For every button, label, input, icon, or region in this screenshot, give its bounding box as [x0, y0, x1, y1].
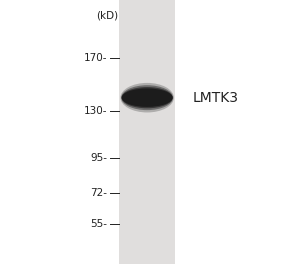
Text: 95-: 95- [91, 153, 108, 163]
Text: 130-: 130- [84, 106, 108, 116]
Text: LMTK3: LMTK3 [192, 91, 239, 105]
Text: 170-: 170- [84, 53, 108, 63]
Ellipse shape [120, 83, 174, 112]
Text: (kD): (kD) [97, 11, 119, 21]
Ellipse shape [122, 88, 173, 107]
Text: 72-: 72- [91, 188, 108, 198]
Text: 55-: 55- [91, 219, 108, 229]
Ellipse shape [121, 85, 173, 110]
Bar [119, 0, 175, 264]
Ellipse shape [122, 87, 173, 108]
